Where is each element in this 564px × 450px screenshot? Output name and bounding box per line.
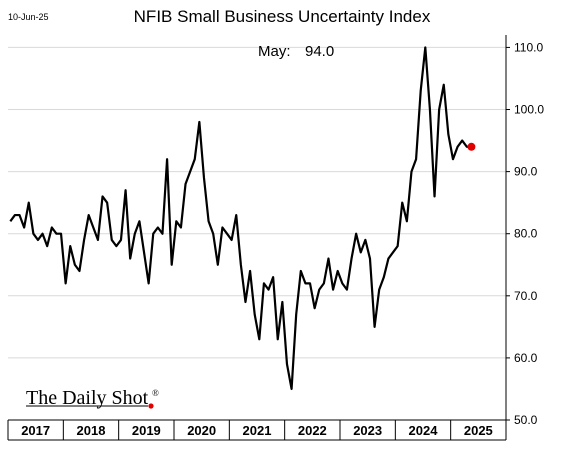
- x-axis-ticks: 2017 2018 2019 2020 2021 2022 2023 2024 2025: [21, 423, 493, 438]
- x-tick-label: 2019: [132, 423, 161, 438]
- brand-logo: The Daily Shot ®: [26, 387, 159, 409]
- series-line: [9, 46, 472, 391]
- date-stamp: 10-Jun-25: [8, 12, 49, 22]
- x-tick-label: 2020: [187, 423, 216, 438]
- annotation-label: May:: [258, 43, 291, 60]
- x-tick-label: 2024: [409, 423, 439, 438]
- y-tick-label: 100.0: [514, 103, 544, 117]
- y-tick-label: 70.0: [514, 289, 538, 303]
- brand-text: The Daily Shot: [26, 387, 149, 409]
- annotation-value: 94.0: [305, 43, 334, 60]
- brand-registered-mark: ®: [152, 388, 159, 398]
- brand-dot: [148, 403, 154, 409]
- y-tick-label: 110.0: [514, 40, 543, 54]
- annotation: May: 94.0: [258, 43, 334, 60]
- y-tick-label: 50.0: [514, 413, 538, 427]
- chart-title: NFIB Small Business Uncertainty Index: [134, 7, 431, 26]
- grid-lines: [8, 46, 506, 359]
- y-tick-label: 60.0: [514, 351, 538, 365]
- last-data-point: [467, 142, 476, 151]
- x-tick-label: 2025: [464, 423, 493, 438]
- year-separators: [7, 420, 507, 440]
- x-tick-label: 2018: [77, 423, 106, 438]
- x-tick-label: 2017: [21, 423, 50, 438]
- y-tick-label: 90.0: [514, 165, 538, 179]
- x-tick-label: 2022: [298, 423, 327, 438]
- y-axis-ticks: 50.0 60.0 70.0 80.0 90.0 100.0 110.0: [506, 40, 544, 427]
- y-tick-label: 80.0: [514, 227, 538, 241]
- x-tick-label: 2021: [243, 423, 272, 438]
- x-tick-label: 2023: [353, 423, 382, 438]
